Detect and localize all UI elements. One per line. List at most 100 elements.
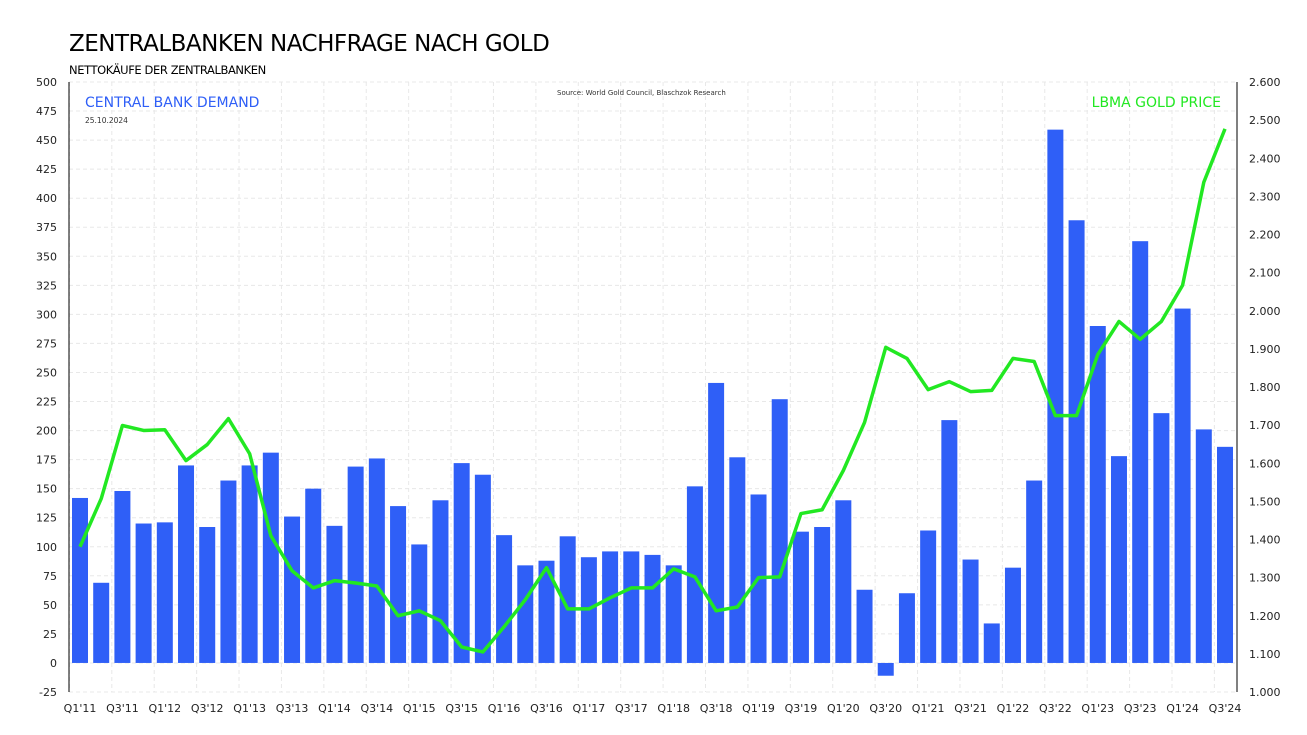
x-tick-label: Q1'24 [1166, 702, 1199, 715]
left-tick-label: 475 [36, 105, 57, 118]
x-tick-label: Q3'14 [361, 702, 394, 715]
bar [602, 551, 619, 663]
right-tick-label: 2.200 [1249, 229, 1281, 242]
right-tick-label: 2.600 [1249, 76, 1281, 89]
bar [72, 497, 88, 663]
left-tick-label: 50 [43, 599, 57, 612]
bar [1110, 456, 1127, 663]
x-tick-label: Q1'22 [997, 702, 1030, 715]
right-tick-label: 1.000 [1249, 686, 1281, 699]
bar [1195, 429, 1212, 663]
source-label: Source: World Gold Council, Blaschzok Re… [557, 89, 726, 97]
x-tick-label: Q3'16 [530, 702, 563, 715]
left-tick-label: 275 [36, 337, 57, 350]
x-tick-label: Q3'19 [785, 702, 818, 715]
x-tick-label: Q1'20 [827, 702, 860, 715]
chart-title: ZENTRALBANKEN NACHFRAGE NACH GOLD [69, 31, 550, 57]
bar [347, 466, 364, 663]
bar [1217, 446, 1233, 663]
bar [135, 523, 152, 663]
left-tick-label: 75 [43, 570, 57, 583]
bar [920, 530, 937, 663]
right-tick-label: 2.500 [1249, 114, 1281, 127]
legend-lbma-gold-price: LBMA GOLD PRICE [1092, 95, 1221, 111]
bar [559, 536, 576, 663]
bar [114, 490, 131, 663]
left-tick-label: 0 [50, 657, 57, 670]
bar [941, 420, 958, 663]
bar [474, 474, 491, 663]
left-tick-label: -25 [39, 686, 57, 699]
x-tick-label: Q1'16 [488, 702, 521, 715]
left-tick-label: 175 [36, 454, 57, 467]
bar [453, 463, 470, 663]
bar [1068, 220, 1085, 663]
bar [835, 500, 852, 663]
left-tick-label: 100 [36, 541, 57, 554]
x-tick-label: Q1'14 [318, 702, 351, 715]
x-tick-label: Q1'23 [1081, 702, 1114, 715]
bar [1174, 308, 1191, 663]
x-tick-label: Q3'24 [1209, 702, 1242, 715]
x-tick-label: Q3'12 [191, 702, 224, 715]
bar [898, 593, 915, 663]
right-tick-label: 1.400 [1249, 534, 1281, 547]
x-tick-label: Q3'23 [1124, 702, 1157, 715]
bar [284, 516, 301, 663]
x-tick-label: Q1'15 [403, 702, 436, 715]
x-tick-label: Q1'21 [912, 702, 945, 715]
x-tick-label: Q1'12 [148, 702, 181, 715]
left-tick-label: 450 [36, 134, 57, 147]
x-tick-label: Q3'13 [276, 702, 309, 715]
bar [644, 554, 661, 663]
right-tick-label: 1.600 [1249, 457, 1281, 470]
right-tick-label: 1.100 [1249, 648, 1281, 661]
bar [220, 480, 237, 663]
bar [792, 531, 809, 663]
bar [1026, 480, 1043, 663]
x-tick-label: Q1'13 [233, 702, 266, 715]
bar [305, 488, 322, 663]
left-tick-label: 350 [36, 250, 57, 263]
x-tick-label: Q3'21 [954, 702, 987, 715]
right-tick-label: 1.500 [1249, 495, 1281, 508]
bar [241, 465, 258, 663]
right-tick-label: 2.100 [1249, 267, 1281, 280]
bar [411, 544, 428, 663]
bar [368, 458, 385, 663]
x-tick-label: Q3'11 [106, 702, 139, 715]
bar [1153, 413, 1170, 663]
right-tick-label: 2.400 [1249, 152, 1281, 165]
bar [983, 623, 1000, 663]
left-tick-label: 300 [36, 308, 57, 321]
right-tick-label: 1.300 [1249, 572, 1281, 585]
bar [156, 522, 173, 663]
bar [1089, 326, 1106, 663]
bar [1004, 567, 1021, 663]
bar [1132, 241, 1149, 663]
left-tick-label: 125 [36, 512, 57, 525]
bar [814, 527, 831, 663]
chart-subtitle: NETTOKÄUFE DER ZENTRALBANKEN [69, 63, 266, 77]
left-tick-label: 250 [36, 366, 57, 379]
bar [686, 486, 703, 663]
bar [771, 399, 788, 663]
bar [262, 452, 279, 663]
x-tick-label: Q3'18 [700, 702, 733, 715]
left-tick-label: 200 [36, 425, 57, 438]
right-tick-label: 1.900 [1249, 343, 1281, 356]
right-tick-label: 1.800 [1249, 381, 1281, 394]
bar [962, 559, 979, 663]
left-tick-label: 225 [36, 396, 57, 409]
bar [729, 457, 746, 663]
bar [326, 525, 343, 663]
x-tick-label: Q1'18 [657, 702, 690, 715]
bar [496, 535, 513, 663]
x-tick-label: Q3'22 [1039, 702, 1072, 715]
left-tick-label: 500 [36, 76, 57, 89]
x-tick-label: Q3'15 [445, 702, 478, 715]
bar [877, 662, 894, 676]
x-tick-label: Q1'17 [573, 702, 606, 715]
bar [708, 382, 725, 663]
